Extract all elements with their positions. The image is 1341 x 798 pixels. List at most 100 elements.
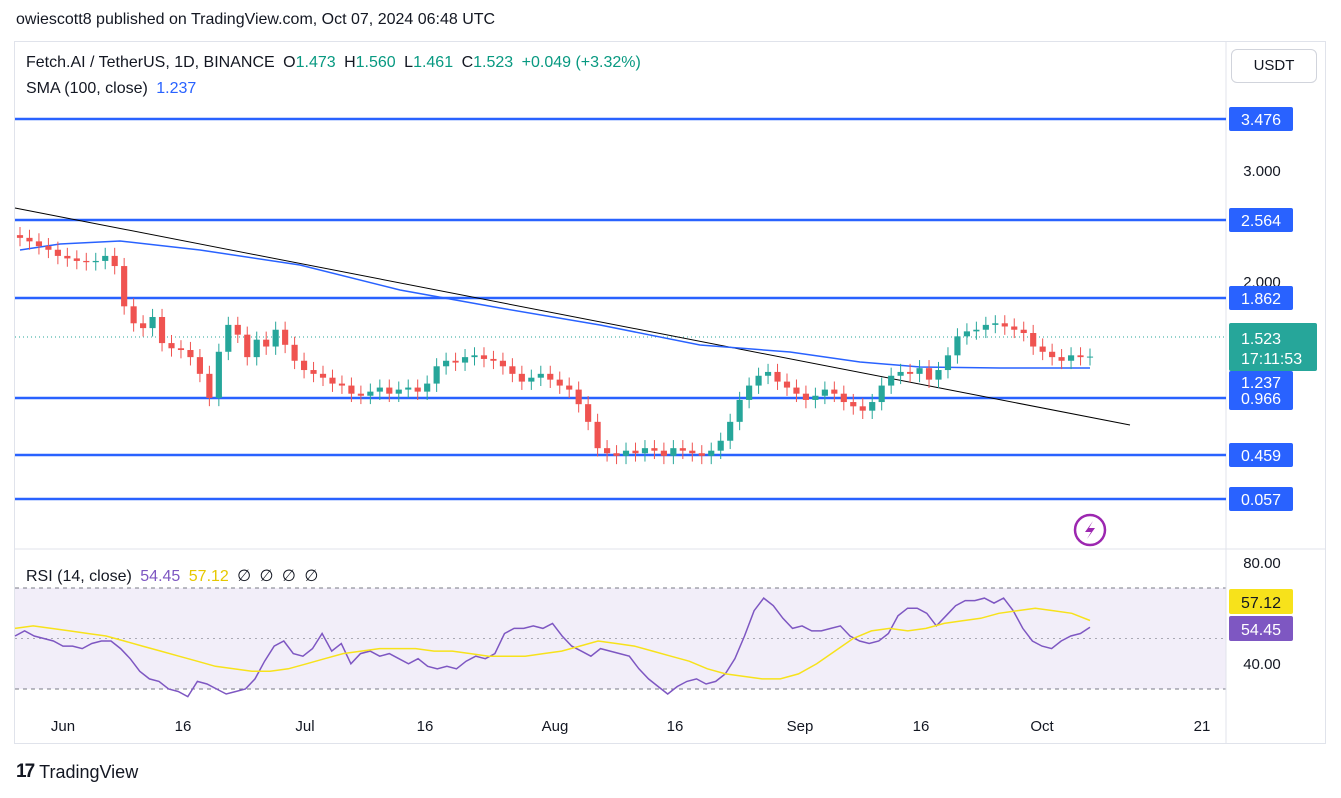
candle-body xyxy=(26,237,33,242)
candle-body xyxy=(774,371,781,382)
candle xyxy=(319,365,327,387)
current-price-tag: 1.523 xyxy=(1241,331,1281,348)
candle xyxy=(452,352,459,371)
tradingview-logo[interactable]: 17 TradingView xyxy=(16,761,138,783)
rsi-tag-bg xyxy=(1229,616,1293,641)
candle xyxy=(566,377,573,398)
candle xyxy=(177,340,185,359)
candle xyxy=(888,367,895,394)
candle xyxy=(461,349,469,371)
candle xyxy=(45,238,52,259)
candle-body xyxy=(604,448,611,454)
level-tag-0-057: 0.057 xyxy=(1241,492,1281,509)
candle xyxy=(821,381,828,405)
candle-body xyxy=(660,450,667,456)
candle-body xyxy=(575,389,582,405)
candle xyxy=(263,331,270,355)
candle-body xyxy=(556,379,563,386)
candle xyxy=(111,247,118,275)
currency-button[interactable]: USDT xyxy=(1231,49,1317,83)
candle xyxy=(348,377,355,403)
symbol-title[interactable]: Fetch.AI / TetherUS, 1D, BINANCE xyxy=(26,54,275,71)
candle-body xyxy=(736,399,743,422)
candle xyxy=(234,316,241,344)
candle-body xyxy=(670,448,677,456)
candle-body xyxy=(755,375,762,386)
candle-body xyxy=(708,450,715,456)
candle xyxy=(310,361,317,383)
low-value: L1.461 xyxy=(404,54,454,71)
candle xyxy=(196,349,203,383)
candle-body xyxy=(329,377,336,384)
candle xyxy=(556,371,563,394)
candle-body xyxy=(443,360,450,367)
candle xyxy=(869,393,876,420)
candle-body xyxy=(537,373,544,378)
candle-body xyxy=(1039,346,1046,352)
candle-body xyxy=(585,404,592,422)
x-tick: Jul xyxy=(295,718,314,735)
candle-body xyxy=(764,371,772,376)
candle-body xyxy=(897,371,904,376)
rsi-ma-tag-bg xyxy=(1229,589,1293,614)
candle-body xyxy=(158,316,166,344)
candle xyxy=(1039,338,1046,361)
rsi-legend[interactable]: RSI (14, close) 54.45 57.12 ∅ ∅ ∅ ∅ xyxy=(26,566,322,586)
candle-body xyxy=(859,406,866,411)
candle-body xyxy=(1049,351,1056,358)
candle-body xyxy=(916,368,923,374)
candle-body xyxy=(187,350,194,358)
x-tick: Sep xyxy=(787,718,814,735)
candle-body xyxy=(414,387,421,392)
candle-body xyxy=(840,393,847,403)
sma-legend[interactable]: SMA (100, close) 1.237 xyxy=(26,80,200,98)
candle xyxy=(925,360,933,388)
snapshot-icon[interactable] xyxy=(1073,513,1107,547)
symbol-legend: Fetch.AI / TetherUS, 1D, BINANCE O1.473 … xyxy=(26,54,645,72)
candle xyxy=(35,233,43,255)
candle xyxy=(518,365,525,390)
candle-body xyxy=(566,385,573,390)
candle xyxy=(225,316,232,361)
rsi-empty-2: ∅ xyxy=(259,568,274,585)
candle xyxy=(850,393,857,415)
candle xyxy=(168,334,175,357)
candle-body xyxy=(102,255,109,261)
candle xyxy=(158,308,166,352)
candle-body xyxy=(1011,326,1018,330)
candle xyxy=(480,347,488,368)
candle xyxy=(897,363,904,385)
trendline[interactable] xyxy=(14,207,1131,426)
countdown-tag: 17:11:53 xyxy=(1241,351,1302,368)
candle-body xyxy=(783,381,791,388)
candle xyxy=(509,358,516,383)
candle-body xyxy=(632,450,639,454)
x-tick: 16 xyxy=(667,718,684,735)
candle xyxy=(130,298,137,332)
rsi-ma-tag: 57.12 xyxy=(1241,595,1281,612)
level-tag-3-476: 3.476 xyxy=(1241,112,1281,129)
x-tick: Aug xyxy=(542,718,569,735)
candle xyxy=(802,385,810,409)
candle-body xyxy=(869,402,876,411)
rsi-empty-3: ∅ xyxy=(282,568,296,585)
current-price-tag-bg xyxy=(1229,323,1317,371)
candle-body xyxy=(973,329,980,332)
candle xyxy=(935,361,942,388)
x-tick: 16 xyxy=(913,718,930,735)
candle-body xyxy=(613,453,620,456)
candle-body xyxy=(1086,356,1094,358)
candle-body xyxy=(622,450,630,456)
candle-body xyxy=(793,387,800,394)
candle xyxy=(405,379,412,398)
x-tick: 16 xyxy=(175,718,192,735)
rsi-tick-40: 40.00 xyxy=(1243,656,1281,673)
candle-body xyxy=(651,448,658,451)
candle-body xyxy=(405,387,412,390)
candle-body xyxy=(746,385,753,400)
candle xyxy=(632,442,639,462)
candle xyxy=(490,350,497,370)
candle-body xyxy=(64,255,71,259)
candle-body xyxy=(982,324,989,330)
